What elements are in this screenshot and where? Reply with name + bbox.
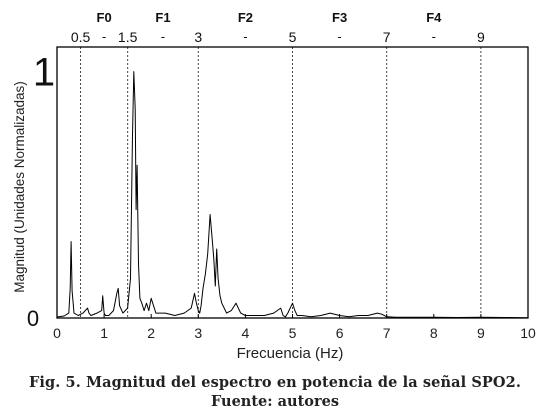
band-edge-label: 5 (289, 29, 297, 45)
x-axis-label: Frecuencia (Hz) (237, 345, 344, 362)
band-separator: - (337, 29, 341, 44)
band-name-label: F0 (97, 10, 112, 25)
y-axis-label: Magnitud (Unidades Normalizadas) (12, 81, 27, 293)
y-axis-ticks: 01 (27, 51, 55, 331)
x-tick-label: 0 (53, 325, 61, 341)
band-edge-label: 0.5 (71, 29, 91, 45)
y-tick-label: 0 (27, 306, 39, 331)
band-edge-label: 7 (383, 29, 391, 45)
band-names: F0 F1 F2 F3 F4 (97, 10, 443, 25)
band-name-label: F2 (238, 10, 253, 25)
spectrum-line (56, 71, 529, 319)
spectrum-series (56, 71, 529, 319)
figure-source: Fuente: autores (210, 393, 339, 410)
band-edge-label: 1.5 (118, 29, 138, 45)
x-tick-label: 4 (242, 325, 250, 341)
band-separator: - (243, 29, 247, 44)
y-tick-label: 1 (33, 51, 55, 95)
x-tick-label: 3 (194, 325, 202, 341)
x-tick-label: 1 (100, 325, 108, 341)
x-tick-label: 10 (520, 325, 536, 341)
x-tick-label: 8 (430, 325, 438, 341)
x-tick-label: 7 (383, 325, 391, 341)
band-edge-labels: 0.5 1.5 3 5 7 9 - - - - - (71, 29, 485, 45)
band-separator: - (161, 29, 165, 44)
spectrum-chart: F0 F1 F2 F3 F4 0.5 1.5 3 5 7 9- - - - - 0 1 2 3 4 5 6 7 8 9 10 … (12, 10, 536, 362)
figure-caption: Fig. 5. Magnitud del espectro en potenci… (28, 374, 521, 391)
x-tick-label: 9 (477, 325, 485, 341)
band-edge-label: 3 (194, 29, 202, 45)
band-name-label: F4 (426, 10, 442, 25)
band-separator: - (102, 29, 106, 44)
band-separator: - (432, 29, 436, 44)
x-tick-label: 2 (147, 325, 155, 341)
band-name-label: F1 (155, 10, 170, 25)
band-name-label: F3 (332, 10, 347, 25)
x-tick-label: 5 (289, 325, 297, 341)
band-boundary-lines (80, 46, 482, 318)
x-axis-ticks: 0 1 2 3 4 5 6 7 8 9 10 (53, 314, 536, 341)
x-tick-label: 6 (336, 325, 344, 341)
band-edge-label: 9 (477, 29, 485, 45)
